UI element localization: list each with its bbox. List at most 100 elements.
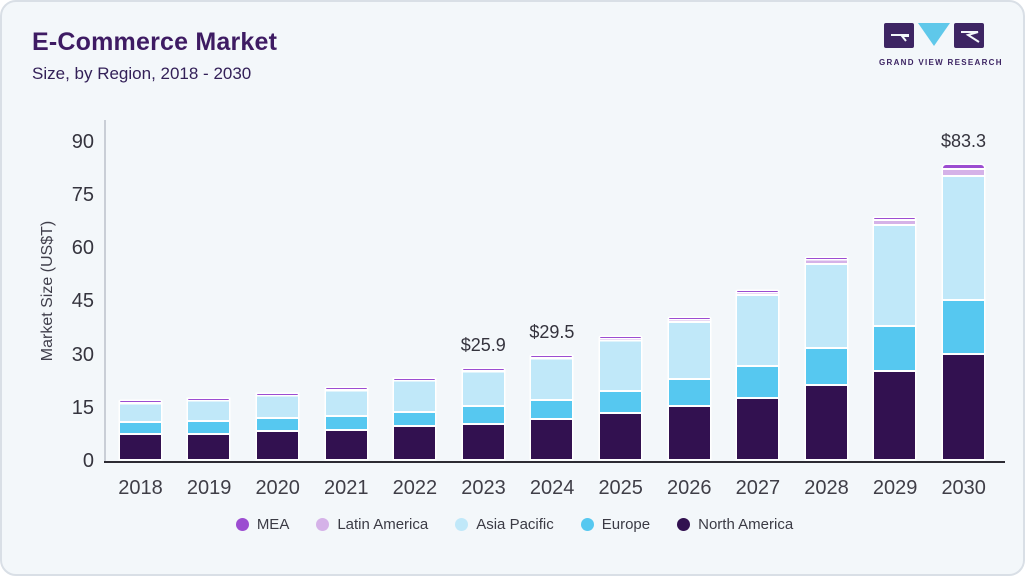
gvr-logo-text: GRAND VIEW RESEARCH <box>879 58 1003 67</box>
bar-2021-asia-pacific <box>325 389 367 415</box>
bar-2021-mea <box>325 388 367 390</box>
x-axis-line <box>104 461 1005 463</box>
bar-2027-latin-america <box>737 292 779 294</box>
bar-2030-north-america <box>943 355 984 459</box>
legend-dot-north-america <box>677 518 691 531</box>
bar-2024-europe <box>531 400 573 418</box>
x-label-2029: 2029 <box>872 477 918 499</box>
legend-dot-latin-america <box>316 518 330 531</box>
bar-2018-latin-america <box>119 401 161 403</box>
gvr-logo: GRAND VIEW RESEARCH <box>879 22 1003 67</box>
bar-2027-north-america <box>737 398 779 459</box>
bar-2019-asia-pacific <box>188 399 230 420</box>
x-label-2023: 2023 <box>461 477 506 499</box>
bar-2026-europe <box>668 380 710 405</box>
bar-2029-mea <box>874 217 916 219</box>
legend-item-mea: MEA <box>235 516 290 533</box>
value-label-2023: $25.9 <box>460 335 506 356</box>
bar-2021-europe <box>325 416 367 429</box>
bar-2018-europe <box>119 423 161 433</box>
bar-2026-latin-america <box>668 319 710 321</box>
bar-2023-latin-america <box>462 369 504 371</box>
legend-dot-europe <box>580 518 594 531</box>
bar-2024-latin-america <box>531 357 573 359</box>
page-title: E-Commerce Market <box>32 28 278 56</box>
bar-2022-north-america <box>394 427 436 459</box>
legend-label-latin-america: Latin America <box>337 516 429 533</box>
x-label-2027: 2027 <box>735 477 781 499</box>
bar-2026-asia-pacific <box>668 322 710 379</box>
x-label-2021: 2021 <box>324 477 369 499</box>
x-label-2026: 2026 <box>667 477 712 499</box>
y-tick-30: 30 <box>71 343 94 366</box>
bar-2023-north-america <box>462 425 504 459</box>
bar-2022-europe <box>394 413 436 426</box>
legend-label-north-america: North America <box>698 516 794 533</box>
bar-2029-north-america <box>874 372 916 459</box>
bar-2029-latin-america <box>874 220 916 225</box>
bar-2022-mea <box>394 378 436 380</box>
bar-2024-mea <box>531 356 573 358</box>
gvr-logo-icon <box>884 23 984 48</box>
bar-2023-mea <box>462 369 504 371</box>
legend-item-asia-pacific: Asia Pacific <box>455 516 554 533</box>
bar-2021-north-america <box>325 430 367 459</box>
bar-2023-asia-pacific <box>462 370 504 405</box>
value-label-2030: $83.3 <box>940 131 987 152</box>
bar-2030-mea <box>943 165 984 169</box>
bar-2025-north-america <box>600 413 641 459</box>
bar-2019-europe <box>188 421 230 433</box>
value-label-2024: $29.5 <box>529 322 575 343</box>
y-tick-90: 90 <box>71 130 94 153</box>
bar-2028-europe <box>805 348 847 384</box>
bar-2027-europe <box>737 366 779 397</box>
bar-2020-europe <box>257 419 298 431</box>
bar-2024-asia-pacific <box>531 359 573 399</box>
bar-2027-asia-pacific <box>737 295 779 365</box>
x-label-2030: 2030 <box>941 477 986 499</box>
bar-2028-mea <box>805 258 847 260</box>
bar-2030-europe <box>943 300 984 354</box>
bar-2026-north-america <box>668 406 710 459</box>
bar-2021-latin-america <box>325 388 367 390</box>
legend-item-latin-america: Latin America <box>316 516 428 533</box>
x-label-2022: 2022 <box>392 477 438 499</box>
bar-2022-asia-pacific <box>394 380 436 412</box>
bar-2018-north-america <box>119 434 161 459</box>
bar-2028-asia-pacific <box>805 265 847 347</box>
bar-2028-latin-america <box>805 260 847 264</box>
page-subtitle: Size, by Region, 2018 - 2030 <box>32 64 252 83</box>
y-axis-line <box>104 120 106 461</box>
bar-2030-asia-pacific <box>943 177 984 299</box>
legend-label-mea: MEA <box>256 516 290 533</box>
bar-2025-europe <box>600 392 641 412</box>
y-tick-15: 15 <box>71 396 94 419</box>
bar-2029-asia-pacific <box>874 226 916 326</box>
bar-2025-asia-pacific <box>600 341 641 391</box>
bar-2030-latin-america <box>943 170 984 175</box>
x-label-2018: 2018 <box>118 477 163 499</box>
bar-2029-europe <box>874 327 916 371</box>
x-label-2028: 2028 <box>804 477 849 499</box>
bar-2018-asia-pacific <box>119 402 161 422</box>
bar-2026-mea <box>668 318 710 320</box>
bar-2025-latin-america <box>600 338 641 340</box>
y-tick-45: 45 <box>71 290 94 313</box>
y-tick-60: 60 <box>71 237 94 259</box>
y-tick-0: 0 <box>82 450 94 472</box>
x-label-2025: 2025 <box>598 477 643 499</box>
bar-2019-mea <box>188 398 230 400</box>
y-tick-75: 75 <box>71 183 94 206</box>
bar-2020-mea <box>257 393 298 395</box>
legend: MEA Latin America Asia Pacific Europe North … <box>2 516 1023 533</box>
legend-dot-asia-pacific <box>455 518 469 531</box>
bar-2020-asia-pacific <box>257 394 298 418</box>
bar-2024-north-america <box>531 419 573 459</box>
legend-dot-mea <box>235 518 249 531</box>
x-label-2019: 2019 <box>186 477 232 499</box>
legend-item-europe: Europe <box>580 516 650 533</box>
legend-item-north-america: North America <box>677 516 793 533</box>
bar-2025-mea <box>600 337 641 339</box>
bar-2023-europe <box>462 406 504 424</box>
